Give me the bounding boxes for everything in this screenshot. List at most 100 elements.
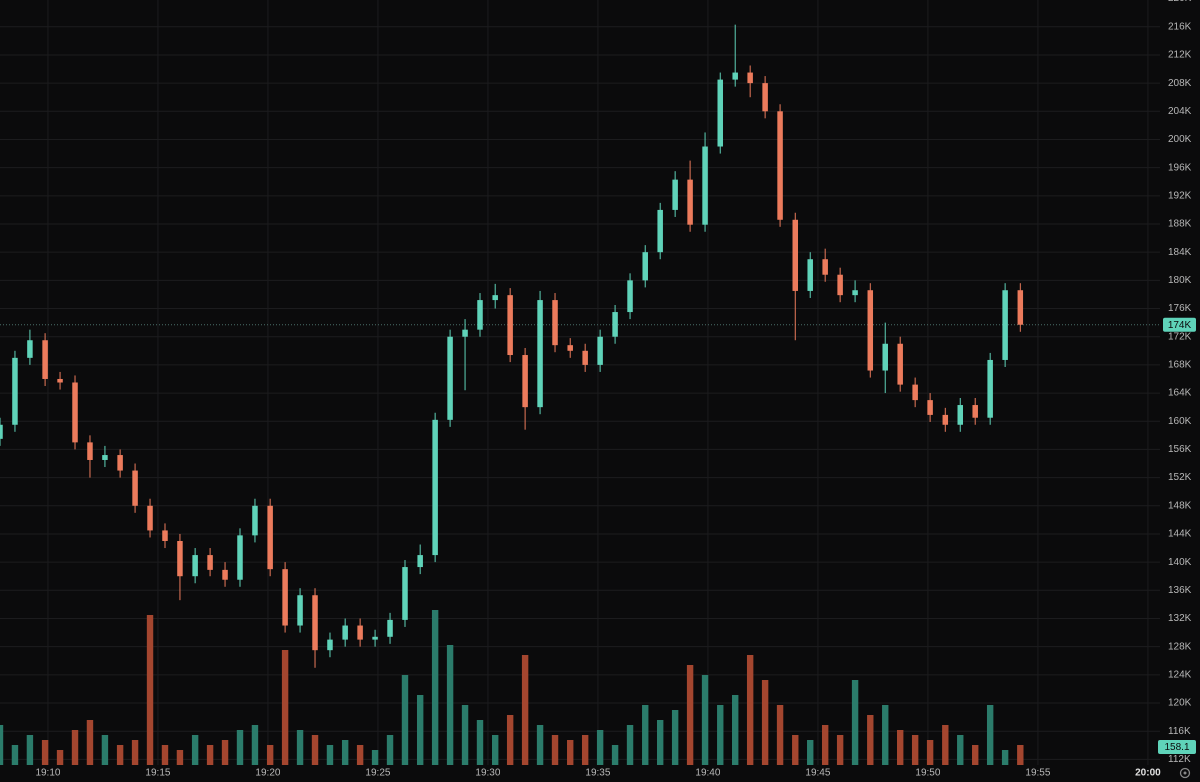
volume-bar [371,750,379,765]
y-tick-label: 116K [1168,726,1191,737]
last-price-badge [1163,317,1196,332]
volume-bar [461,705,469,765]
candle-body [117,455,123,471]
candle-body [702,146,708,225]
volume-bar [386,735,394,765]
y-tick-label: 144K [1168,529,1192,540]
volume-bar [11,745,19,765]
volume-badge [1158,740,1196,754]
grid [0,0,1160,765]
candle-body [942,414,949,425]
volume-bar [701,675,709,765]
candle-body [732,72,738,80]
y-tick-label: 168K [1168,360,1192,371]
y-tick-label: 176K [1168,303,1192,314]
volume-bar [296,730,304,765]
candle-body [162,530,168,541]
candle-body [357,625,363,640]
volume-bar [717,705,724,765]
x-tick-label: 20:00 [1135,768,1161,779]
x-tick-label: 19:55 [1025,768,1050,779]
x-tick-label: 19:40 [695,768,720,779]
volume-bar [431,610,439,765]
candle-body [402,567,408,620]
last-price-label: 174K [1168,320,1192,331]
candle-body [207,555,213,570]
y-tick-label: 148K [1168,500,1192,511]
volume-bar [957,735,964,765]
candle-body [972,405,978,418]
candle-body [72,382,78,443]
candle-body [807,259,813,291]
y-tick-label: 124K [1168,669,1192,680]
volume-bar [732,695,739,765]
candle-body [747,72,753,84]
settings-icon[interactable] [1179,767,1191,779]
candle-body [642,252,648,281]
volume-label: 158.1 [1164,742,1189,753]
candle-body [57,378,63,383]
volume-bar [236,730,244,765]
volume-bar [356,745,364,765]
candle-body [1002,290,1008,360]
candle-body [312,595,318,651]
volume-bar [942,725,949,765]
candle-body [387,619,393,637]
candle-body [717,79,723,147]
gear [1179,767,1191,779]
candle-body [657,209,663,253]
y-tick-label: 188K [1168,219,1192,230]
candle-body [492,295,498,301]
y-tick-label: 220K [1168,0,1192,4]
volume-bar [596,730,604,765]
y-tick-label: 212K [1168,50,1192,61]
y-tick-label: 200K [1168,134,1192,145]
y-tick-label: 136K [1168,585,1192,596]
volume-bar [896,730,904,765]
volume-bar [776,705,784,765]
volume-bar [581,735,589,765]
candle-body [462,329,468,337]
volume-bar [671,710,679,765]
candle-body [837,274,843,296]
candle-body [672,179,678,210]
volume-bar [0,725,4,765]
candle-body [1017,290,1024,325]
candle-body [12,357,18,425]
candle-body [792,219,799,291]
volume-bar [101,735,109,765]
volume-bar [401,675,409,765]
volume-bar [851,680,859,765]
candle-body [27,340,33,358]
volume-bar [311,735,319,765]
candle-body [852,290,858,296]
volume-bar [611,745,619,765]
volume-bar [867,715,874,765]
volume-bar [176,750,184,765]
y-tick-label: 180K [1168,275,1192,286]
volume-bar [251,725,259,765]
candle-body [447,336,453,420]
x-tick-label: 19:45 [805,768,830,779]
volume-bar [416,695,424,765]
volume-bar [792,735,799,765]
axis-layer: 112K 116K 120K 124K 128K 132K 136K 140K 144K 148K… [35,0,1196,779]
volume-bar [911,735,919,765]
candle-body [927,400,933,415]
candle-body [612,312,618,337]
candle-body [252,505,258,536]
volume-bar [761,680,769,765]
volume-bar [642,705,649,765]
y-tick-label: 132K [1168,613,1192,624]
y-tick-label: 140K [1168,557,1192,568]
candle-layer [0,24,1024,668]
candle-body [87,442,93,460]
volume-bar [26,735,34,765]
candle-body [567,345,573,351]
candle-body [267,505,273,570]
y-tick-label: 156K [1168,444,1192,455]
volume-bar [161,745,169,765]
candle-body [897,343,903,385]
candle-body [957,405,964,425]
